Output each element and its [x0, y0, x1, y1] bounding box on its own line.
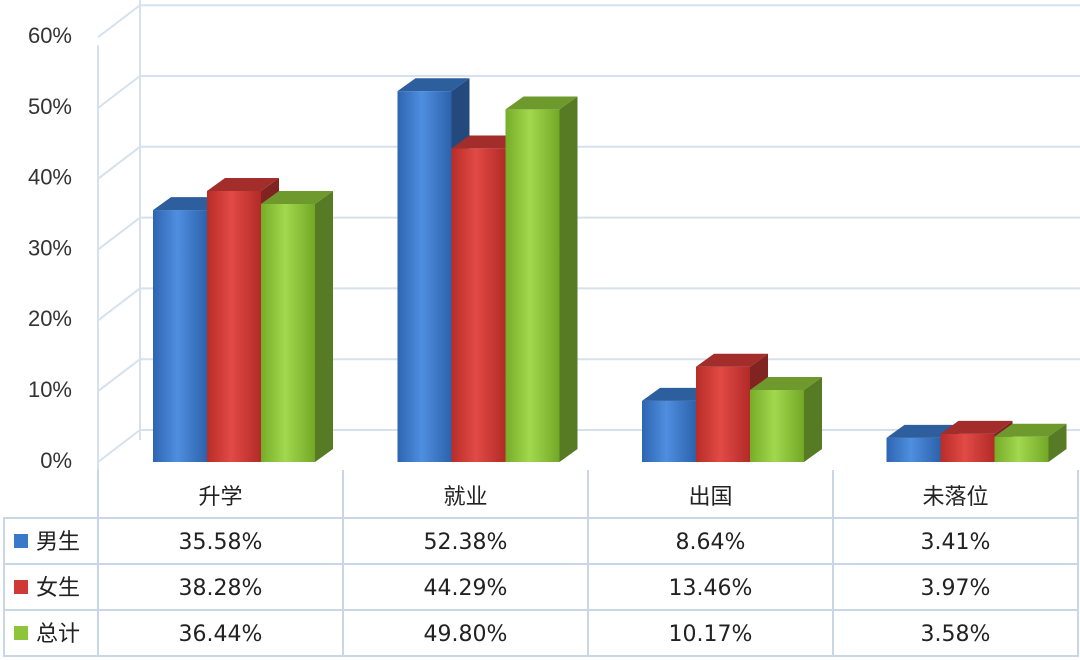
x-tick-label: 出国	[688, 485, 732, 510]
gridlines	[97, 0, 1080, 472]
legend-label: 女生	[36, 576, 80, 601]
gridline	[97, 145, 1080, 180]
gridline	[97, 4, 1080, 38]
y-axis: 0% 10% 20% 30% 40% 50% 60%	[28, 23, 72, 473]
data-label: 52.38%	[424, 530, 508, 555]
data-label: 44.29%	[424, 576, 508, 601]
gridline	[97, 287, 1080, 322]
data-label: 13.46%	[669, 576, 753, 601]
x-tick-label: 未落位	[922, 485, 988, 510]
legend-swatch	[14, 534, 28, 548]
legend-swatch	[14, 580, 28, 594]
data-label: 3.97%	[921, 576, 991, 601]
data-label: 35.58%	[179, 530, 263, 555]
gridline	[97, 216, 1080, 251]
bar	[696, 353, 768, 462]
data-label: 10.17%	[669, 622, 753, 647]
bar	[994, 423, 1067, 462]
x-tick-label: 升学	[198, 485, 242, 510]
bar	[261, 191, 333, 462]
bar-group	[153, 178, 333, 463]
data-label: 38.28%	[179, 576, 263, 601]
y-tick-label: 0%	[40, 448, 72, 473]
y-tick-label: 30%	[28, 235, 72, 260]
bar-group	[886, 420, 1067, 462]
data-label: 49.80%	[424, 622, 508, 647]
gridline	[97, 75, 1080, 109]
bars	[153, 78, 1067, 463]
data-label: 8.64%	[676, 530, 746, 555]
x-tick-label: 就业	[443, 485, 487, 510]
legend-label: 总计	[36, 622, 80, 647]
bar	[505, 96, 578, 463]
bar	[940, 420, 1013, 462]
data-label: 36.44%	[179, 622, 263, 647]
y-tick-label: 60%	[28, 23, 72, 48]
y-tick-label: 50%	[28, 94, 72, 119]
y-tick-label: 10%	[28, 377, 72, 402]
y-tick-label: 20%	[28, 306, 72, 331]
data-label: 3.41%	[921, 530, 991, 555]
bar-group	[397, 78, 578, 463]
bar	[750, 377, 822, 462]
legend-swatch	[14, 626, 28, 640]
data-label: 3.58%	[921, 622, 991, 647]
bar-group	[642, 353, 822, 462]
y-tick-label: 40%	[28, 165, 72, 190]
legend-label: 男生	[36, 530, 80, 555]
